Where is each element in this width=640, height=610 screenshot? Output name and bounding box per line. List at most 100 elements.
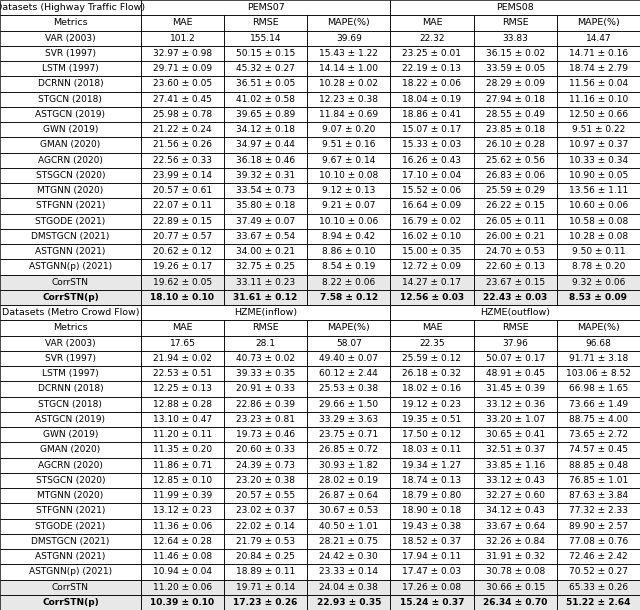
Bar [141,473,224,488]
Text: 22.07 ± 0.11: 22.07 ± 0.11 [153,201,212,210]
Bar [0,92,141,107]
Text: 20.57 ± 0.61: 20.57 ± 0.61 [153,186,212,195]
Bar [557,46,640,61]
Bar [474,564,557,580]
Bar [141,15,224,30]
Bar [390,381,474,396]
Bar [390,412,474,427]
Bar [557,381,640,396]
Bar [224,244,307,259]
Bar [557,366,640,381]
Bar [474,412,557,427]
Bar [224,534,307,549]
Text: 16.79 ± 0.02: 16.79 ± 0.02 [403,217,461,226]
Text: 10.33 ± 0.34: 10.33 ± 0.34 [569,156,628,165]
Text: 10.90 ± 0.05: 10.90 ± 0.05 [569,171,628,180]
Bar [390,381,474,396]
Bar [0,488,141,503]
Text: 23.60 ± 0.05: 23.60 ± 0.05 [153,79,212,88]
Bar [390,534,474,549]
Bar [474,15,557,30]
Text: 21.56 ± 0.26: 21.56 ± 0.26 [153,140,212,149]
Bar [474,137,557,152]
Text: 33.12 ± 0.43: 33.12 ± 0.43 [486,476,545,485]
Bar [307,336,390,351]
Text: 58.07: 58.07 [336,339,362,348]
Bar [224,595,307,610]
Text: 11.46 ± 0.08: 11.46 ± 0.08 [153,552,212,561]
Text: 15.52 ± 0.06: 15.52 ± 0.06 [403,186,461,195]
Bar [557,168,640,183]
Text: 23.20 ± 0.38: 23.20 ± 0.38 [236,476,295,485]
Text: 12.50 ± 0.66: 12.50 ± 0.66 [569,110,628,119]
Bar [0,30,141,46]
Bar [307,274,390,290]
Bar [307,396,390,412]
Text: 26.18 ± 0.32: 26.18 ± 0.32 [403,369,461,378]
Text: 9.32 ± 0.06: 9.32 ± 0.06 [572,278,625,287]
Bar [0,0,141,15]
Text: 41.02 ± 0.58: 41.02 ± 0.58 [236,95,295,104]
Bar [557,488,640,503]
Bar [224,46,307,61]
Bar [141,442,224,458]
Bar [0,366,141,381]
Text: 10.10 ± 0.06: 10.10 ± 0.06 [319,217,378,226]
Text: 20.60 ± 0.33: 20.60 ± 0.33 [236,445,295,454]
Bar [224,320,307,336]
Bar [224,580,307,595]
Bar [557,534,640,549]
Bar [474,92,557,107]
Bar [0,290,141,305]
Bar [0,458,141,473]
Bar [0,198,141,213]
Text: 34.12 ± 0.18: 34.12 ± 0.18 [236,125,295,134]
Bar [557,518,640,534]
Bar [141,534,224,549]
Bar [390,518,474,534]
Bar [557,351,640,366]
Bar [307,137,390,152]
Bar [307,351,390,366]
Bar [307,458,390,473]
Bar [141,290,224,305]
Bar [141,61,224,76]
Bar [390,0,640,15]
Bar [390,137,474,152]
Text: 22.86 ± 0.39: 22.86 ± 0.39 [236,400,295,409]
Bar [0,46,141,61]
Text: 45.32 ± 0.27: 45.32 ± 0.27 [236,64,295,73]
Bar [474,274,557,290]
Bar [474,122,557,137]
Text: 19.73 ± 0.46: 19.73 ± 0.46 [236,430,295,439]
Text: 26.34 ± 0.70: 26.34 ± 0.70 [483,598,547,607]
Bar [0,229,141,244]
Bar [474,442,557,458]
Bar [557,214,640,229]
Bar [557,396,640,412]
Bar [474,15,557,30]
Bar [141,92,224,107]
Bar [224,274,307,290]
Bar [474,412,557,427]
Bar [224,107,307,122]
Bar [474,396,557,412]
Text: PEMS08: PEMS08 [497,3,534,12]
Bar [390,290,474,305]
Bar [307,137,390,152]
Bar [0,122,141,137]
Bar [474,107,557,122]
Text: 9.21 ± 0.07: 9.21 ± 0.07 [322,201,376,210]
Text: 32.97 ± 0.98: 32.97 ± 0.98 [153,49,212,58]
Bar [474,488,557,503]
Text: SVR (1997): SVR (1997) [45,354,96,363]
Text: 24.39 ± 0.73: 24.39 ± 0.73 [236,461,295,470]
Bar [224,229,307,244]
Text: 74.57 ± 0.45: 74.57 ± 0.45 [569,445,628,454]
Bar [307,76,390,92]
Bar [141,122,224,137]
Text: 11.20 ± 0.06: 11.20 ± 0.06 [153,583,212,592]
Bar [224,396,307,412]
Bar [307,152,390,168]
Bar [557,458,640,473]
